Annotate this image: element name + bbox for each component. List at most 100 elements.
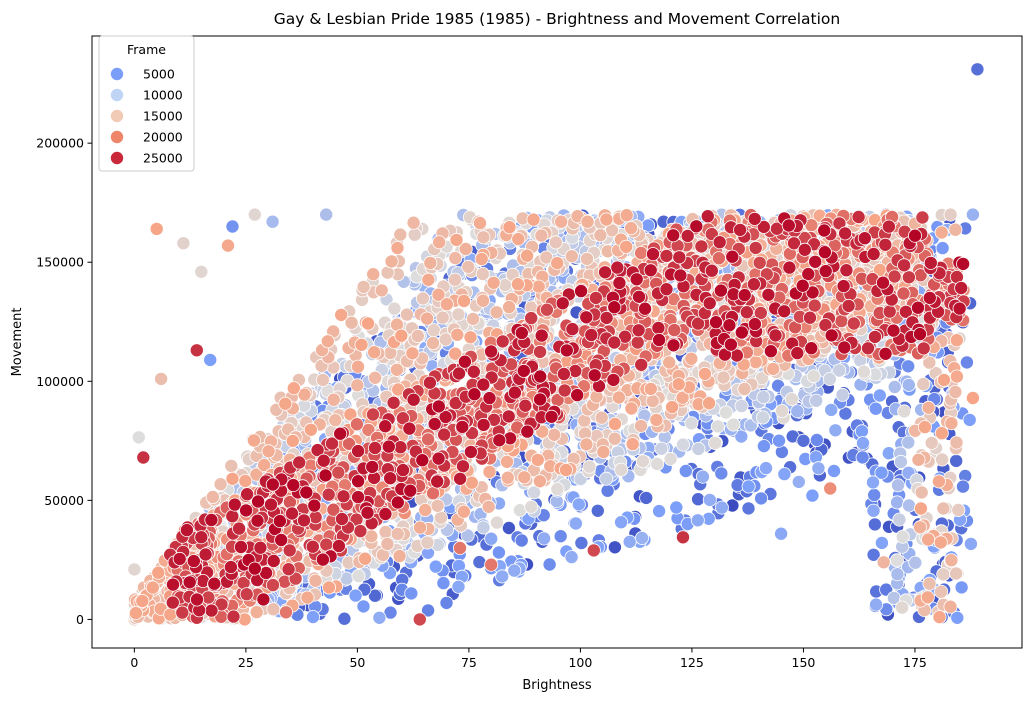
scatter-point bbox=[154, 371, 169, 386]
scatter-point bbox=[319, 207, 334, 222]
scatter-point bbox=[550, 482, 565, 497]
scatter-point bbox=[965, 390, 980, 405]
scatter-point bbox=[439, 297, 454, 312]
scatter-point bbox=[374, 283, 389, 298]
scatter-point bbox=[665, 400, 680, 415]
scatter-point bbox=[372, 610, 387, 625]
scatter-point bbox=[855, 450, 870, 465]
scatter-point bbox=[619, 208, 634, 223]
scatter-point bbox=[963, 536, 978, 551]
scatter-point bbox=[914, 485, 929, 500]
scatter-point bbox=[366, 267, 381, 282]
scatter-point bbox=[811, 461, 826, 476]
scatter-point bbox=[430, 498, 445, 513]
scatter-point bbox=[436, 576, 451, 591]
scatter-point bbox=[948, 384, 963, 399]
scatter-point bbox=[756, 390, 771, 405]
scatter-point bbox=[949, 453, 964, 468]
scatter-point bbox=[472, 555, 487, 570]
scatter-point bbox=[547, 427, 562, 442]
scatter-point bbox=[278, 605, 293, 620]
scatter-point bbox=[950, 610, 965, 625]
scatter-point bbox=[908, 555, 923, 570]
scatter-point bbox=[737, 381, 752, 396]
scatter-point bbox=[367, 588, 382, 603]
scatter-point bbox=[944, 416, 959, 431]
scatter-point bbox=[921, 400, 936, 415]
scatter-point bbox=[698, 366, 713, 381]
scatter-point bbox=[726, 417, 741, 432]
scatter-point bbox=[838, 406, 853, 421]
scatter-point bbox=[367, 345, 382, 360]
scatter-point bbox=[356, 279, 371, 294]
scatter-point bbox=[308, 573, 323, 588]
scatter-point bbox=[959, 355, 974, 370]
scatter-point bbox=[890, 567, 905, 582]
scatter-point bbox=[649, 412, 664, 427]
scatter-point bbox=[451, 579, 466, 594]
scatter-point bbox=[614, 462, 629, 477]
scatter-point bbox=[580, 214, 595, 229]
scatter-point bbox=[542, 557, 557, 572]
scatter-point bbox=[678, 463, 693, 478]
scatter-point bbox=[266, 602, 281, 617]
scatter-point bbox=[586, 543, 601, 558]
scatter-point bbox=[163, 607, 178, 622]
scatter-point bbox=[145, 580, 160, 595]
scatter-point bbox=[507, 563, 522, 578]
scatter-point bbox=[203, 352, 218, 367]
scatter-point bbox=[128, 606, 143, 621]
scatter-point bbox=[596, 444, 611, 459]
scatter-point bbox=[421, 432, 436, 447]
scatter-point bbox=[404, 586, 419, 601]
scatter-point bbox=[368, 370, 383, 385]
scatter-point bbox=[714, 466, 729, 481]
scatter-point bbox=[489, 305, 504, 320]
scatter-point bbox=[599, 471, 614, 486]
scatter-point bbox=[350, 359, 365, 374]
scatter-point bbox=[911, 452, 926, 467]
scatter-point bbox=[501, 521, 516, 536]
scatter-point bbox=[354, 337, 369, 352]
scatter-point bbox=[460, 528, 475, 543]
scatter-point bbox=[421, 272, 436, 287]
scatter-point bbox=[413, 520, 428, 535]
scatter-point bbox=[320, 334, 335, 349]
scatter-point bbox=[734, 398, 749, 413]
scatter-point bbox=[691, 492, 706, 507]
scatter-point bbox=[932, 610, 947, 625]
scatter-point bbox=[420, 311, 435, 326]
scatter-point bbox=[866, 503, 881, 518]
scatter-point bbox=[579, 437, 594, 452]
scatter-point bbox=[337, 611, 352, 626]
scatter-point bbox=[772, 433, 787, 448]
scatter-point bbox=[650, 456, 665, 471]
scatter-point bbox=[328, 413, 343, 428]
scatter-point bbox=[614, 515, 629, 530]
scatter-point bbox=[393, 227, 408, 242]
scatter-point bbox=[524, 499, 539, 514]
scatter-point bbox=[917, 420, 932, 435]
scatter-point bbox=[531, 279, 546, 294]
scatter-point bbox=[949, 369, 964, 384]
scatter-point bbox=[809, 432, 824, 447]
scatter-point bbox=[510, 277, 525, 292]
scatter-point bbox=[895, 529, 910, 544]
scatter-point bbox=[225, 471, 240, 486]
scatter-point bbox=[645, 394, 660, 409]
scatter-point bbox=[394, 328, 409, 343]
scatter-point bbox=[934, 426, 949, 441]
scatter-point bbox=[934, 584, 949, 599]
scatter-point bbox=[426, 486, 441, 501]
scatter-point bbox=[475, 293, 490, 308]
scatter-point bbox=[502, 220, 517, 235]
scatter-point bbox=[823, 481, 838, 496]
scatter-point bbox=[439, 595, 454, 610]
scatter-point bbox=[356, 599, 371, 614]
scatter-point bbox=[867, 487, 882, 502]
points-layer bbox=[127, 62, 985, 627]
scatter-point bbox=[486, 275, 501, 290]
scatter-point bbox=[949, 333, 964, 348]
scatter-point bbox=[432, 235, 447, 250]
scatter-point bbox=[695, 469, 710, 484]
